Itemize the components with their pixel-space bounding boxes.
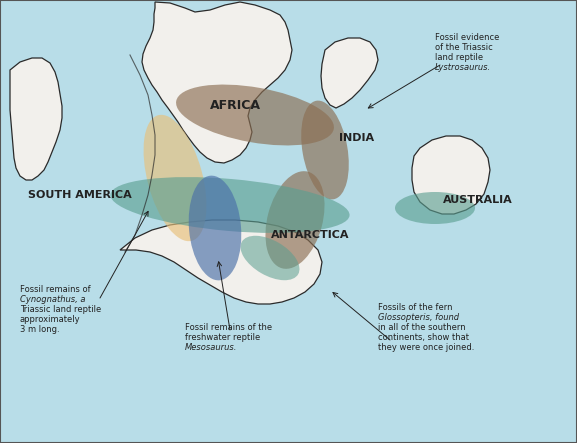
Text: Cynognathus, a: Cynognathus, a	[20, 295, 85, 304]
Ellipse shape	[144, 115, 207, 241]
Polygon shape	[412, 136, 490, 214]
Text: continents, show that: continents, show that	[378, 333, 469, 342]
Text: they were once joined.: they were once joined.	[378, 343, 474, 352]
Polygon shape	[10, 58, 62, 180]
Text: land reptile: land reptile	[435, 53, 483, 62]
Text: Fossil remains of the: Fossil remains of the	[185, 323, 272, 332]
Text: Lystrosaurus.: Lystrosaurus.	[435, 63, 491, 72]
Text: 3 m long.: 3 m long.	[20, 325, 59, 334]
Text: freshwater reptile: freshwater reptile	[185, 333, 260, 342]
Text: SOUTH AMERICA: SOUTH AMERICA	[28, 190, 132, 200]
Text: in all of the southern: in all of the southern	[378, 323, 466, 332]
Text: Triassic land reptile: Triassic land reptile	[20, 305, 101, 314]
Text: AFRICA: AFRICA	[209, 98, 260, 112]
Text: approximately: approximately	[20, 315, 81, 324]
Text: Fossil evidence: Fossil evidence	[435, 33, 499, 42]
Ellipse shape	[395, 192, 475, 224]
Text: AUSTRALIA: AUSTRALIA	[443, 195, 513, 205]
Text: Glossopteris, found: Glossopteris, found	[378, 313, 459, 322]
Text: ANTARCTICA: ANTARCTICA	[271, 230, 349, 240]
Text: of the Triassic: of the Triassic	[435, 43, 493, 52]
Text: INDIA: INDIA	[339, 133, 374, 143]
Ellipse shape	[241, 236, 299, 280]
Polygon shape	[142, 2, 292, 163]
Ellipse shape	[110, 177, 350, 233]
Text: Mesosaurus.: Mesosaurus.	[185, 343, 237, 352]
Ellipse shape	[176, 85, 334, 145]
Text: Fossils of the fern: Fossils of the fern	[378, 303, 452, 312]
Ellipse shape	[301, 101, 349, 199]
Text: Fossil remains of: Fossil remains of	[20, 285, 91, 294]
Polygon shape	[120, 220, 322, 304]
Ellipse shape	[265, 171, 324, 269]
Ellipse shape	[189, 176, 241, 280]
Polygon shape	[321, 38, 378, 108]
